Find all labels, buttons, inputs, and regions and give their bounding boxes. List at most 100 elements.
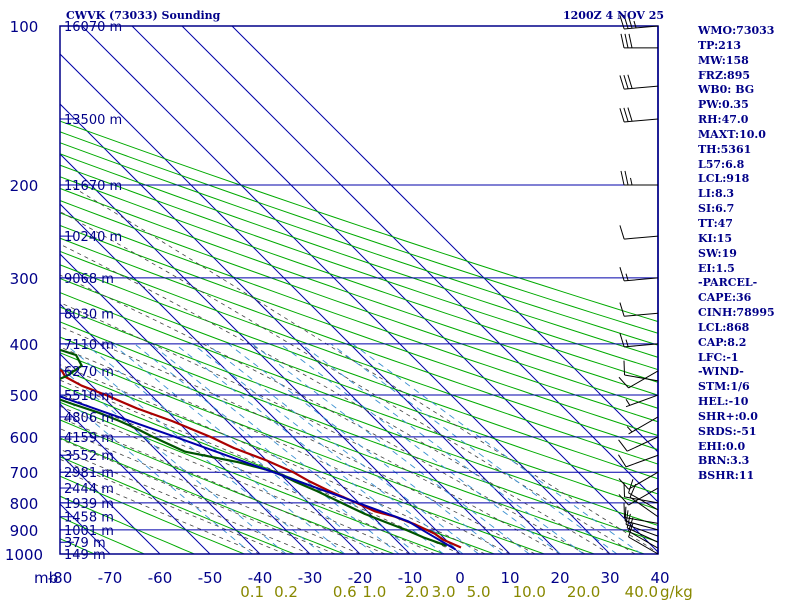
height-label: 9068 m xyxy=(64,272,114,287)
isotherm-line xyxy=(60,253,361,554)
height-label: 4159 m xyxy=(64,431,114,446)
isotherm-line xyxy=(231,26,658,453)
stat-line: KI:15 xyxy=(698,231,733,245)
dry-adiabat-line xyxy=(60,495,195,554)
height-label: 11670 m xyxy=(64,179,122,194)
stat-line: STM:1/6 xyxy=(698,380,750,394)
wind-barb xyxy=(619,74,659,90)
stat-line: EHI:0.0 xyxy=(698,439,746,453)
dry-adiabat-line xyxy=(60,224,658,437)
wind-barb xyxy=(619,333,659,348)
stat-line: MAXT:10.0 xyxy=(698,127,766,141)
pressure-tick-label: 400 xyxy=(10,336,39,354)
wind-barb xyxy=(618,471,659,490)
pressure-tick-label: 500 xyxy=(10,387,39,405)
dry-adiabat-line xyxy=(60,475,245,554)
pressure-tick-label: 600 xyxy=(10,429,39,447)
stat-line: LCL:868 xyxy=(698,320,750,334)
temperature-tick-label: -70 xyxy=(98,569,123,587)
temperature-tick-label: -10 xyxy=(398,569,423,587)
pressure-tick-label: 800 xyxy=(10,495,39,513)
moist-adiabat-line xyxy=(60,243,611,554)
stat-line: WMO:73033 xyxy=(698,24,775,37)
wind-barb xyxy=(624,506,659,531)
dry-adiabat-line xyxy=(60,120,658,323)
stat-line: PW:0.35 xyxy=(698,98,749,112)
mixing-ratio-label: 20.0 xyxy=(567,583,600,600)
pressure-tick-label: 900 xyxy=(10,522,39,540)
stat-line: -WIND- xyxy=(698,365,744,379)
height-label: 4806 m xyxy=(64,411,114,426)
stat-line: SHR+:0.0 xyxy=(698,409,758,423)
height-label: 3552 m xyxy=(64,449,114,464)
temperature-tick-label: -30 xyxy=(298,569,323,587)
dry-adiabat-line xyxy=(60,131,658,334)
moist-adiabat-line xyxy=(60,302,561,554)
mixing-ratio-label: 0.1 xyxy=(240,583,264,600)
temperature-tick-label: 40 xyxy=(650,569,669,587)
stat-line: SI:6.7 xyxy=(698,202,735,216)
stat-line: CAP:8.2 xyxy=(698,335,747,349)
height-label: 8030 m xyxy=(64,307,114,322)
height-label: 1458 m xyxy=(64,511,114,526)
temperature-tick-label: -80 xyxy=(48,569,73,587)
height-label: 5510 m xyxy=(64,389,114,404)
dry-adiabat-line xyxy=(60,187,658,396)
dry-adiabat-line xyxy=(60,250,658,465)
wind-barb xyxy=(628,523,659,555)
dry-adiabat-line xyxy=(60,164,658,371)
height-label: 149 m xyxy=(64,548,106,563)
dry-adiabat-line xyxy=(60,456,295,554)
stat-line: LI:8.3 xyxy=(698,187,735,201)
isotherm-line xyxy=(60,353,261,554)
isotherm-line xyxy=(60,303,311,554)
stat-line: SW:19 xyxy=(698,246,737,260)
dry-adiabat-line xyxy=(60,200,658,409)
pressure-tick-label: 700 xyxy=(10,464,39,482)
wind-barb xyxy=(620,33,658,49)
height-label: 6270 m xyxy=(64,365,114,380)
stat-line: BRN:3.3 xyxy=(698,454,750,468)
stat-line: MW:158 xyxy=(698,53,749,67)
wind-barb xyxy=(619,225,659,240)
moist-adiabat-line xyxy=(60,346,511,554)
stat-line: SRDS:-51 xyxy=(698,424,757,438)
wind-barb xyxy=(620,170,658,186)
height-label: 1001 m xyxy=(64,524,114,539)
wind-barb xyxy=(625,394,659,408)
height-label: 379 m xyxy=(64,536,106,551)
wind-barb xyxy=(618,487,659,506)
mixing-ratio-line xyxy=(111,343,375,554)
mixing-ratio-label: 0.2 xyxy=(274,583,298,600)
mixing-ratio-line xyxy=(330,343,618,554)
wind-barb xyxy=(619,267,659,282)
dry-adiabat-lines xyxy=(60,120,658,554)
pressure-unit-label: mb xyxy=(34,569,58,587)
moist-adiabat-line xyxy=(60,405,411,554)
dry-adiabat-line xyxy=(60,153,658,358)
wind-barb xyxy=(628,479,659,511)
mixing-ratio-line xyxy=(300,343,584,554)
dry-adiabat-line xyxy=(60,292,658,511)
station-title: CWVK (73033) Sounding xyxy=(66,9,221,22)
mixing-ratio-label: 10.0 xyxy=(513,583,546,600)
isotherm-line xyxy=(0,26,10,554)
wind-barb xyxy=(626,416,659,435)
plot-frame xyxy=(59,25,659,555)
mixing-ratio-label: 2.0 xyxy=(405,583,429,600)
mixing-ratio-label: 3.0 xyxy=(432,583,456,600)
mixing-ratio-label: 5.0 xyxy=(467,583,491,600)
stat-line: BSHR:11 xyxy=(698,469,755,483)
wind-barb-column xyxy=(618,14,659,555)
isotherm-line xyxy=(60,53,561,554)
temperature-tick-label: 10 xyxy=(500,569,519,587)
dry-adiabat-line xyxy=(60,306,658,527)
height-label: 7110 m xyxy=(64,338,114,353)
dry-adiabat-line xyxy=(60,277,658,495)
profile-traces xyxy=(60,348,462,551)
height-label: 16070 m xyxy=(64,20,122,35)
temperature-tick-label: 30 xyxy=(600,569,619,587)
pressure-tick-label: 300 xyxy=(10,270,39,288)
stat-line: -PARCEL- xyxy=(698,276,758,290)
